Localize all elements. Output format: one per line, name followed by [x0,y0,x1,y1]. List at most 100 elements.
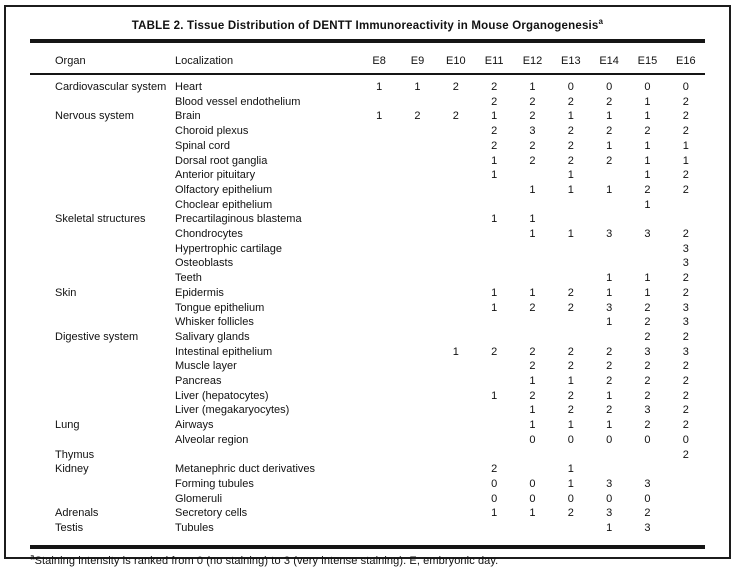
value-cell: 2 [606,125,613,138]
value-cell [398,198,436,213]
localization-cell: Blood vessel endothelium [175,95,301,108]
value-cell: 1 [567,183,574,196]
localization-cell: Olfactory epithelium [175,183,273,196]
value-cell: 1 [567,477,574,490]
value-cell [360,403,398,418]
value-cell: 2 [682,228,689,241]
localization-cell: Intestinal epithelium [175,345,273,358]
value-cell [360,433,398,448]
value-cell [552,521,590,536]
value-cell: 2 [606,375,613,388]
table-title-superscript: a [598,17,604,27]
value-cell: 1 [606,183,613,196]
value-cell [360,139,398,154]
value-cell: 1 [644,139,651,152]
value-cell [437,124,475,139]
value-cell [360,271,398,286]
value-cell [398,139,436,154]
value-cell: 3 [682,257,689,270]
value-cell [552,448,590,463]
value-cell: 2 [644,360,651,373]
value-cell: 0 [606,492,613,505]
value-cell [398,168,436,183]
value-cell: 2 [491,125,498,138]
localization-cell: Airways [175,419,214,432]
table-row: Skeletal structures Precartilaginous blas… [30,212,705,227]
value-cell: 1 [567,419,574,432]
table-row: Cardiovascular system Heart 1 1 2 2 1 0 0 0 0 [30,74,705,95]
value-cell [360,462,398,477]
value-cell [513,168,551,183]
value-cell [398,212,436,227]
value-cell [360,301,398,316]
value-cell: 2 [529,345,536,358]
header-e16: E16 [666,43,705,75]
value-cell [667,477,705,492]
value-cell: 3 [644,477,651,490]
localization-cell: Dorsal root ganglia [175,154,268,167]
table-title-text: TABLE 2. Tissue Distribution of DENTT Im… [131,20,599,32]
value-cell [475,271,513,286]
value-cell [475,403,513,418]
value-cell: 0 [567,81,574,93]
value-cell: 1 [606,389,613,402]
organ-cell [30,389,175,404]
value-cell [360,168,398,183]
localization-cell: Osteoblasts [175,257,234,270]
localization-cell: Tubules [175,522,214,535]
table-row: Olfactory epithelium 1 1 1 2 2 [30,183,705,198]
table-row: Testis Tubules 1 3 [30,521,705,536]
organ-cell [30,139,175,154]
value-cell [513,242,551,257]
organ-cell [30,345,175,360]
organ-cell: Lung [55,419,80,432]
value-cell: 2 [682,389,689,402]
header-e13: E13 [551,43,590,75]
value-cell: 1 [606,419,613,432]
value-cell [360,330,398,345]
table-row: Alveolar region 0 0 0 0 0 [30,433,705,448]
value-cell: 0 [529,433,536,446]
value-cell [360,286,398,301]
value-cell [667,462,705,477]
table-row: Lung Airways 1 1 1 2 2 [30,418,705,433]
value-cell [360,374,398,389]
value-cell: 2 [452,110,459,123]
footnote-rule [30,544,705,549]
value-cell: 1 [452,345,459,358]
value-cell [552,198,590,213]
value-cell: 1 [414,81,421,93]
value-cell [398,124,436,139]
value-cell [398,286,436,301]
value-cell [360,389,398,404]
value-cell: 2 [529,154,536,167]
value-cell [475,521,513,536]
value-cell: 1 [529,213,536,226]
header-e10: E10 [436,43,475,75]
value-cell [552,212,590,227]
value-cell: 1 [376,81,383,93]
value-cell [398,227,436,242]
organ-cell [30,154,175,169]
value-cell [437,330,475,345]
value-cell: 2 [606,404,613,417]
table-row: Choclear epithelium 1 [30,198,705,213]
value-cell: 2 [529,139,536,152]
organ-cell [30,183,175,198]
value-cell: 2 [682,360,689,373]
table-row: Hypertrophic cartilage 3 [30,242,705,257]
organ-cell [30,168,175,183]
value-cell [437,212,475,227]
value-cell [398,389,436,404]
table-title: TABLE 2. Tissue Distribution of DENTT Im… [30,15,705,32]
value-cell [475,227,513,242]
localization-cell: Alveolar region [175,433,249,446]
localization-cell: Glomeruli [175,492,223,505]
value-cell [475,242,513,257]
organ-cell: Digestive system [55,330,139,343]
value-cell: 0 [682,81,689,93]
header-e9: E9 [398,43,437,75]
value-cell: 1 [567,169,574,182]
value-cell [667,492,705,507]
value-cell [628,242,666,257]
